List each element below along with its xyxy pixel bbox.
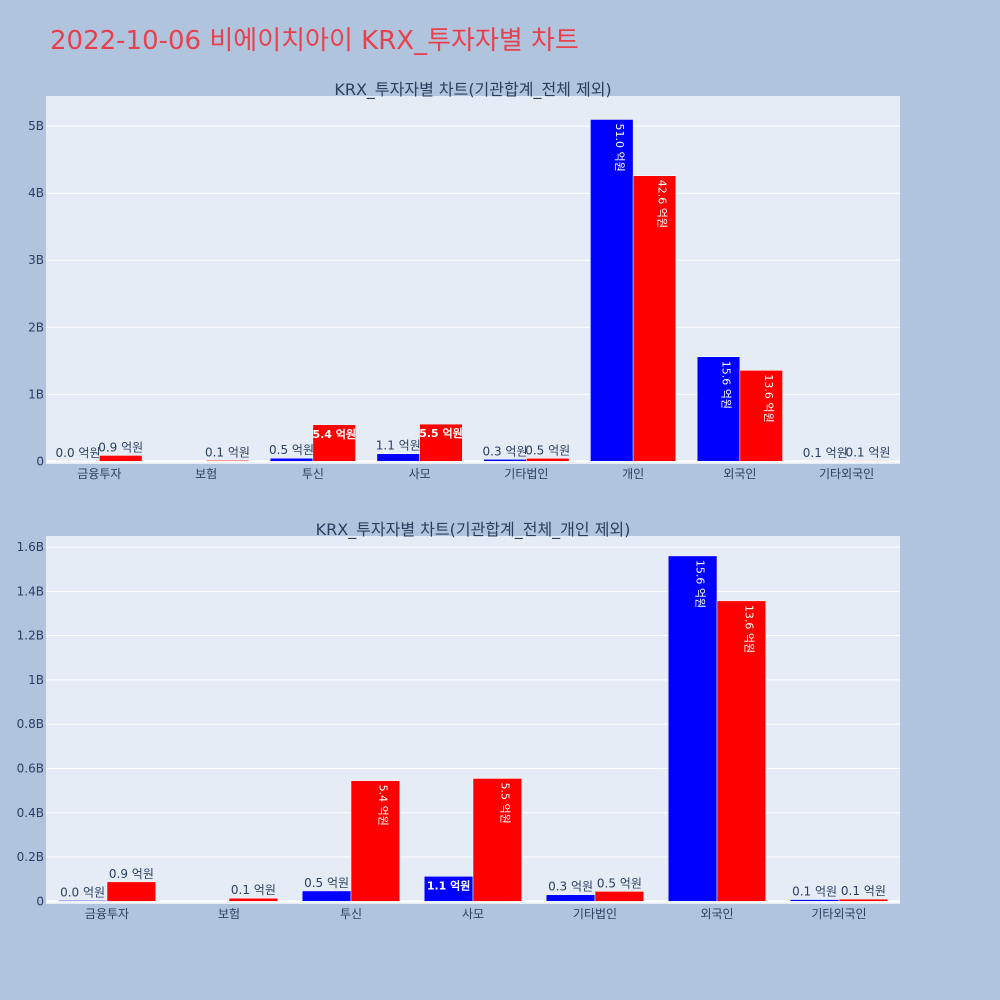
bar[interactable] (545, 894, 596, 902)
y-tick-label: 0 (36, 454, 44, 468)
y-tick-label: 1B (28, 673, 44, 687)
bar-data-label: 13.6 억원 (762, 374, 775, 422)
x-tick-label: 보험 (195, 467, 217, 481)
x-tick-label: 보험 (218, 907, 240, 921)
bar[interactable] (99, 455, 143, 462)
x-tick-label: 기타법인 (573, 907, 617, 921)
bar[interactable] (483, 459, 527, 462)
bar[interactable] (269, 457, 314, 462)
bar-data-label: 0.9 억원 (98, 440, 143, 454)
bar[interactable] (594, 891, 645, 902)
y-tick-label: 0.4B (17, 806, 44, 820)
bar[interactable] (789, 899, 840, 902)
y-tick-label: 1.2B (17, 629, 44, 643)
bar-data-label: 0.0 억원 (56, 446, 101, 460)
bar[interactable] (56, 460, 100, 462)
bar-data-label: 15.6 억원 (720, 361, 733, 409)
bar[interactable] (312, 424, 356, 462)
bar[interactable] (106, 881, 157, 902)
bar-data-label: 51.0 억원 (613, 123, 626, 171)
x-tick-label: 기타외국인 (811, 907, 866, 921)
bar[interactable] (716, 600, 767, 902)
bar[interactable] (376, 453, 420, 462)
bar[interactable] (846, 460, 890, 462)
y-tick-label: 0 (36, 894, 44, 908)
y-tick-label: 1B (28, 387, 44, 401)
bar[interactable] (228, 897, 279, 902)
bar-data-label: 0.1 억원 (841, 884, 886, 898)
bar-data-label: 5.5 억원 (419, 426, 463, 440)
bar-data-label: 5.5 억원 (498, 782, 511, 823)
bar-data-label: 0.0 억원 (60, 885, 105, 899)
bar[interactable] (472, 778, 523, 902)
chart-1: 0 1B 2B 3B 4B 5B 금융투자 보험 투신 사모 기타법인 개인 외국인 기타외국인 KRX_투… (28, 80, 900, 481)
x-tick-label: 투신 (302, 467, 324, 481)
y-tick-label: 2B (28, 320, 44, 334)
bar-data-label: 42.6 억원 (655, 180, 668, 228)
bar[interactable] (350, 780, 401, 902)
bar-data-label: 0.5 억원 (269, 443, 314, 457)
bar-data-label: 0.9 억원 (109, 867, 154, 881)
y-tick-label: 0.8B (17, 717, 44, 731)
x-tick-label: 외국인 (700, 907, 733, 921)
y-tick-label: 1.4B (17, 584, 44, 598)
x-tick-label: 사모 (462, 907, 484, 921)
bar[interactable] (526, 458, 570, 462)
bar[interactable] (739, 370, 783, 462)
bar[interactable] (419, 423, 463, 462)
x-tick-label: 개인 (622, 467, 644, 481)
bar[interactable] (57, 900, 108, 902)
bar-data-label: 0.3 억원 (548, 880, 593, 894)
bar[interactable] (838, 898, 889, 902)
bar-data-label: 0.1 억원 (792, 885, 837, 899)
bar[interactable] (803, 460, 847, 462)
bar-data-label: 0.5 억원 (597, 876, 642, 890)
bar-data-label: 1.1 억원 (427, 878, 471, 892)
x-tick-label: 외국인 (723, 467, 756, 481)
bar[interactable] (696, 356, 741, 462)
bar-data-label: 0.1 억원 (845, 446, 890, 460)
y-tick-label: 3B (28, 253, 44, 267)
bar-data-label: 0.1 억원 (205, 445, 250, 459)
y-tick-label: 0.2B (17, 850, 44, 864)
page-title: 2022-10-06 비에이치아이 KRX_투자자별 차트 (50, 26, 579, 56)
bar-data-label: 1.1 억원 (376, 439, 421, 453)
bar-data-label: 0.5 억원 (525, 443, 570, 457)
bar[interactable] (667, 555, 718, 902)
y-tick-label: 4B (28, 186, 44, 200)
bar-data-label: 0.5 억원 (304, 876, 349, 890)
y-tick-label: 0.6B (17, 761, 44, 775)
bar[interactable] (205, 460, 250, 462)
chart-2: 0 0.2B 0.4B 0.6B 0.8B 1B 1.2B 1.4B 1.6B 금융투자 보험 투신 사… (17, 520, 900, 921)
bar-data-label: 15.6 억원 (694, 560, 707, 608)
bar-data-label: 5.4 억원 (376, 785, 389, 826)
bar[interactable] (632, 175, 677, 462)
x-tick-label: 사모 (409, 467, 431, 481)
bar-data-label: 0.3 억원 (483, 444, 528, 458)
bar-data-label: 5.4 억원 (312, 427, 356, 441)
x-tick-label: 투신 (340, 907, 362, 921)
chart-title: KRX_투자자별 차트(기관합계_전체 제외) (334, 80, 611, 100)
bar-data-label: 0.1 억원 (231, 883, 276, 897)
chart-title: KRX_투자자별 차트(기관합계_전체_개인 제외) (316, 520, 631, 540)
bar-data-label: 0.1 억원 (803, 446, 848, 460)
bar-data-label: 13.6 억원 (742, 605, 755, 653)
x-tick-label: 금융투자 (85, 907, 129, 921)
x-tick-label: 기타외국인 (819, 467, 874, 481)
x-tick-label: 기타법인 (504, 467, 548, 481)
x-tick-label: 금융투자 (77, 467, 121, 481)
y-tick-label: 1.6B (17, 540, 44, 554)
y-tick-label: 5B (28, 119, 44, 133)
bar[interactable] (301, 890, 352, 902)
